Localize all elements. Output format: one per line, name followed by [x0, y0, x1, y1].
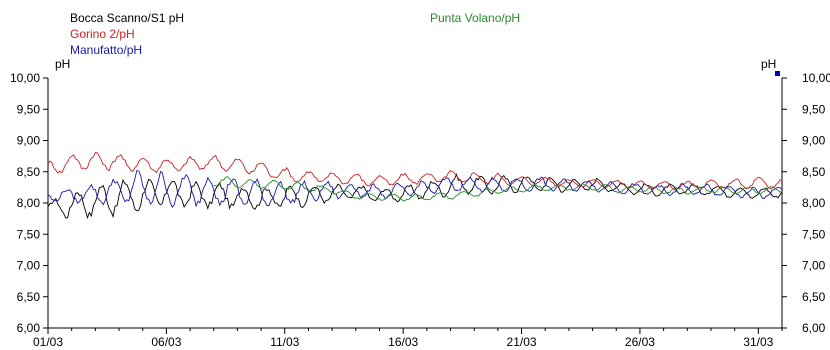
y-tick-label-left: 6,50: [17, 290, 41, 304]
y-tick-label-right: 7,00: [802, 259, 826, 273]
y-tick-label-right: 9,00: [802, 134, 826, 148]
chart-axes: [43, 77, 787, 334]
x-tick-label: 21/03: [507, 335, 537, 349]
x-tick-label: 16/03: [388, 335, 418, 349]
y-tick-label-left: 10,00: [10, 71, 40, 85]
y-tick-label-right: 10,00: [802, 71, 830, 85]
legend-gorino-2: Gorino 2/pH: [70, 27, 135, 41]
y-tick-label-left: 7,00: [17, 259, 41, 273]
y-tick-label-right: 8,00: [802, 196, 826, 210]
x-tick-label: 11/03: [270, 335, 299, 349]
legend-manufatto: Manufatto/pH: [70, 43, 143, 57]
y-tick-label-right: 6,00: [802, 321, 826, 335]
series-line-manufatto-ph: [47, 170, 783, 208]
y-tick-label-left: 8,50: [17, 165, 41, 179]
y-tick-label-right: 9,50: [802, 102, 826, 116]
y-tick-label-left: 6,00: [17, 321, 41, 335]
series-line-punta-volano-ph: [213, 176, 783, 202]
tick-labels: 6,00 6,00 6,50 6,50 7,00 7,00 7,50 7,50 8,00 8,00…: [10, 71, 830, 349]
x-tick-label: 26/03: [625, 335, 655, 349]
series-layer: [47, 151, 783, 220]
x-tick-label: 01/03: [33, 335, 63, 349]
y-tick-label-left: 9,00: [17, 134, 41, 148]
y-tick-label-right: 6,50: [802, 290, 826, 304]
x-tick-label: 31/03: [743, 335, 773, 349]
x-tick-label: 06/03: [151, 335, 181, 349]
y-tick-label-left: 8,00: [17, 196, 41, 210]
y-axis-label-left: pH: [55, 57, 70, 71]
y-tick-label-left: 7,50: [17, 227, 41, 241]
right-axis-marker: [775, 71, 780, 76]
series-line-gorino-2-ph: [47, 151, 783, 191]
legend-bocca-scanno: Bocca Scanno/S1 pH: [70, 11, 185, 25]
legend-punta-volano: Punta Volano/pH: [430, 11, 521, 25]
y-tick-label-right: 7,50: [802, 227, 826, 241]
y-tick-label-right: 8,50: [802, 165, 826, 179]
y-tick-label-left: 9,50: [17, 102, 41, 116]
y-axis-label-right: pH: [761, 57, 776, 71]
